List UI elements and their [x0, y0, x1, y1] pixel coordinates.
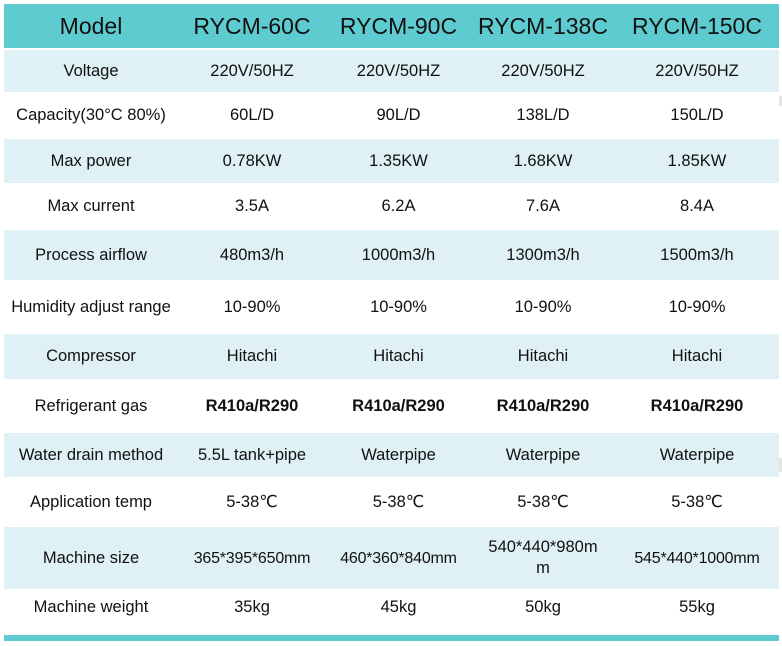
- table-cell: 1.85KW: [615, 139, 779, 185]
- header-row: Model RYCM-60C RYCM-90C RYCM-138C RYCM-1…: [4, 4, 779, 50]
- row-label: Machine weight: [4, 591, 178, 625]
- table-cell: 7.6A: [471, 185, 615, 230]
- table-cell: 480m3/h: [178, 230, 326, 282]
- table-cell: R410a/R290: [326, 381, 471, 433]
- table-cell: Hitachi: [615, 334, 779, 381]
- table-cell: 1.68KW: [471, 139, 615, 185]
- row-label: Compressor: [4, 334, 178, 381]
- row-label: Capacity(30°C 80%): [4, 94, 178, 139]
- table-row: Voltage 220V/50HZ 220V/50HZ 220V/50HZ 22…: [4, 50, 779, 94]
- table-cell: 5-38℃: [326, 479, 471, 527]
- header-cell: RYCM-138C: [471, 4, 615, 50]
- table-cell: 45kg: [326, 591, 471, 625]
- table-cell: Hitachi: [471, 334, 615, 381]
- table-cell: 1300m3/h: [471, 230, 615, 282]
- table-cell: 8.4A: [615, 185, 779, 230]
- table-cell: 1000m3/h: [326, 230, 471, 282]
- table-cell: Hitachi: [178, 334, 326, 381]
- table-cell: 90L/D: [326, 94, 471, 139]
- table-row: Compressor Hitachi Hitachi Hitachi Hitac…: [4, 334, 779, 381]
- row-label: Process airflow: [4, 230, 178, 282]
- row-label: Water drain method: [4, 433, 178, 479]
- table-row: Machine size 365*395*650mm 460*360*840mm…: [4, 527, 779, 591]
- table-cell: 10-90%: [326, 282, 471, 334]
- table-cell: 540*440*980mm: [471, 527, 615, 591]
- table-cell: 138L/D: [471, 94, 615, 139]
- table-cell: Waterpipe: [615, 433, 779, 479]
- table-cell: 150L/D: [615, 94, 779, 139]
- table-row: Max power 0.78KW 1.35KW 1.68KW 1.85KW: [4, 139, 779, 185]
- table-cell: 60L/D: [178, 94, 326, 139]
- row-label: Humidity adjust range: [4, 282, 178, 334]
- table-cell: 460*360*840mm: [326, 527, 471, 591]
- header-cell: Model: [4, 4, 178, 50]
- table-cell: 10-90%: [471, 282, 615, 334]
- row-label: Refrigerant gas: [4, 381, 178, 433]
- table-cell: 365*395*650mm: [178, 527, 326, 591]
- table-cell: Waterpipe: [471, 433, 615, 479]
- table-cell: R410a/R290: [615, 381, 779, 433]
- row-label: Application temp: [4, 479, 178, 527]
- table-row: Water drain method 5.5L tank+pipe Waterp…: [4, 433, 779, 479]
- table-cell: 5-38℃: [471, 479, 615, 527]
- table-cell: 220V/50HZ: [615, 50, 779, 94]
- table-cell: 220V/50HZ: [326, 50, 471, 94]
- table-cell: 5-38℃: [178, 479, 326, 527]
- table-row: Max current 3.5A 6.2A 7.6A 8.4A: [4, 185, 779, 230]
- bottom-accent-bar: [4, 635, 779, 641]
- table-row: Capacity(30°C 80%) 60L/D 90L/D 138L/D 15…: [4, 94, 779, 139]
- table-row: Humidity adjust range 10-90% 10-90% 10-9…: [4, 282, 779, 334]
- header-cell: RYCM-60C: [178, 4, 326, 50]
- table-row: Refrigerant gas R410a/R290 R410a/R290 R4…: [4, 381, 779, 433]
- table-cell: 220V/50HZ: [178, 50, 326, 94]
- row-label: Voltage: [4, 50, 178, 94]
- table-cell: 545*440*1000mm: [615, 527, 779, 591]
- header-cell: RYCM-90C: [326, 4, 471, 50]
- table-cell: R410a/R290: [471, 381, 615, 433]
- header-cell: RYCM-150C: [615, 4, 779, 50]
- table-cell: 1500m3/h: [615, 230, 779, 282]
- edge-divider: [779, 458, 782, 472]
- table-cell: 10-90%: [615, 282, 779, 334]
- table-cell: 6.2A: [326, 185, 471, 230]
- table-cell: 50kg: [471, 591, 615, 625]
- edge-divider: [779, 96, 782, 106]
- table-cell: 220V/50HZ: [471, 50, 615, 94]
- row-label: Max power: [4, 139, 178, 185]
- table-row: Application temp 5-38℃ 5-38℃ 5-38℃ 5-38℃: [4, 479, 779, 527]
- table-cell: 55kg: [615, 591, 779, 625]
- table-cell: R410a/R290: [178, 381, 326, 433]
- table-cell: 35kg: [178, 591, 326, 625]
- table-cell: 0.78KW: [178, 139, 326, 185]
- table-cell: 1.35KW: [326, 139, 471, 185]
- table-cell: Waterpipe: [326, 433, 471, 479]
- row-label: Machine size: [4, 527, 178, 591]
- spec-table: Model RYCM-60C RYCM-90C RYCM-138C RYCM-1…: [4, 4, 779, 625]
- table-cell: Hitachi: [326, 334, 471, 381]
- table-cell: 5.5L tank+pipe: [178, 433, 326, 479]
- table-cell: 3.5A: [178, 185, 326, 230]
- row-label: Max current: [4, 185, 178, 230]
- table-cell: 5-38℃: [615, 479, 779, 527]
- table-row: Process airflow 480m3/h 1000m3/h 1300m3/…: [4, 230, 779, 282]
- table-cell: 10-90%: [178, 282, 326, 334]
- table-row: Machine weight 35kg 45kg 50kg 55kg: [4, 591, 779, 625]
